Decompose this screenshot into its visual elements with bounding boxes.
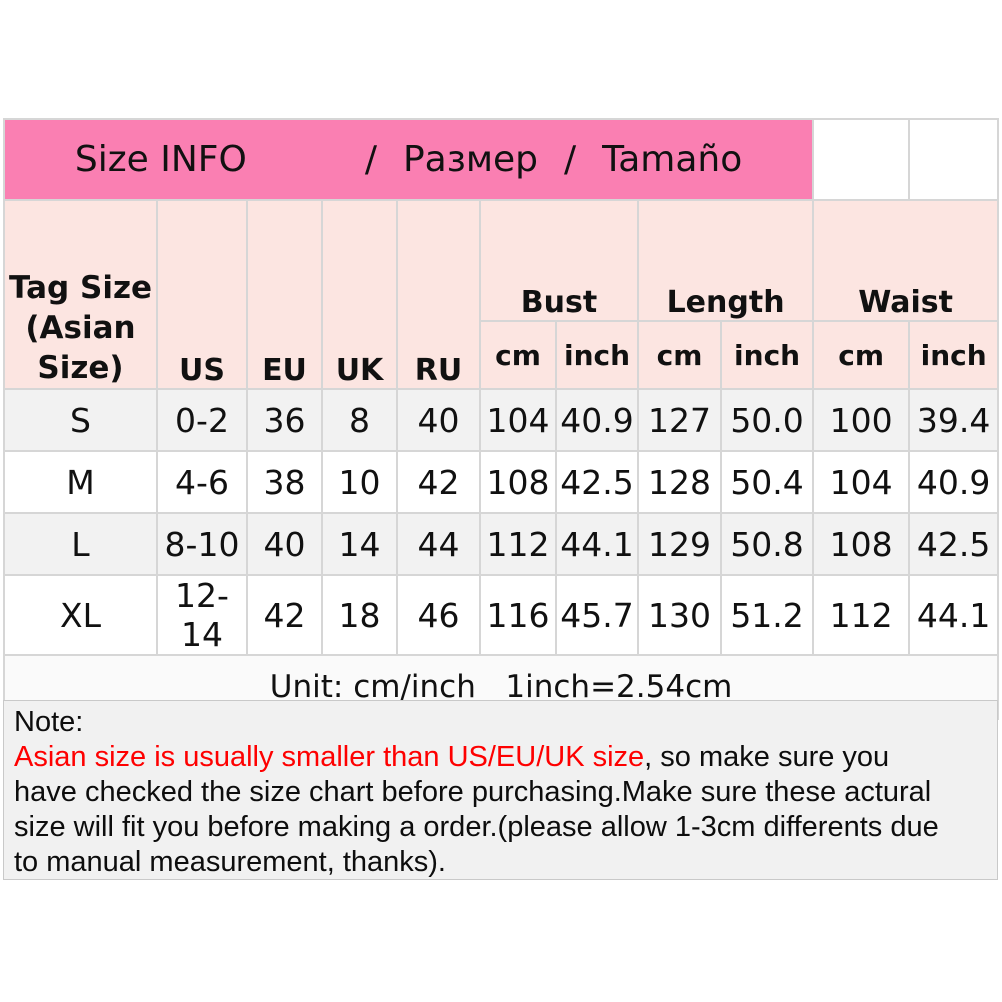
data-cell: 130	[637, 574, 722, 656]
data-cell: 50.0	[719, 388, 815, 452]
data-cell: 116	[479, 574, 557, 656]
banner-row: Size INFO / Размер / Tamaño	[2, 118, 1000, 201]
data-cell: 44.1	[908, 574, 1000, 656]
banner-title-es: Tamaño	[602, 139, 743, 180]
data-cell: 128	[637, 450, 722, 514]
row-label: M	[3, 450, 158, 514]
data-cell: 42.5	[555, 450, 639, 514]
size-table: Size INFO / Размер / Tamaño Tag Size (Asian …	[2, 118, 1000, 720]
banner-title-en: Size INFO	[74, 139, 247, 180]
data-cell: 40.9	[908, 450, 1000, 514]
header-col-eu: EU	[246, 199, 323, 390]
header-sub-waist-inch: inch	[908, 320, 1000, 390]
data-cell: 18	[321, 574, 398, 656]
data-cell: 40	[246, 512, 323, 576]
row-label: XL	[3, 574, 158, 656]
header-sub-waist-cm: cm	[812, 320, 911, 390]
size-info-banner: Size INFO / Размер / Tamaño	[2, 118, 815, 201]
data-cell: 112	[812, 574, 911, 656]
data-cell: 104	[479, 388, 557, 452]
header-sub-length-cm: cm	[637, 320, 722, 390]
data-cell: 42.5	[908, 512, 1000, 576]
data-cell: 104	[812, 450, 911, 514]
data-cell: 8	[321, 388, 398, 452]
data-cell: 40.9	[555, 388, 639, 452]
header-tag-size-line2: (Asian	[25, 310, 136, 346]
header-row-sub: cm inch cm inch cm inch	[4, 320, 1000, 390]
size-row-l: L 8-10 40 14 44 112 44.1 129 50.8 108 42…	[3, 512, 1000, 576]
header-sub-bust-cm: cm	[479, 320, 557, 390]
row-label: L	[3, 512, 158, 576]
header-group-bust: Bust	[479, 199, 639, 322]
data-cell: 127	[637, 388, 722, 452]
row-label: S	[3, 388, 158, 452]
banner-spacer-cell	[908, 118, 1000, 201]
note-warning-red: Asian size is usually smaller than US/EU…	[14, 741, 645, 773]
banner-spacer-cell	[812, 118, 911, 201]
data-cell: 39.4	[908, 388, 1000, 452]
header-sub-bust-inch: inch	[555, 320, 639, 390]
header-group-length: Length	[636, 199, 815, 322]
data-cell: 42	[396, 450, 481, 514]
header-col-uk: UK	[321, 199, 398, 390]
size-row-m: M 4-6 38 10 42 108 42.5 128 50.4 104 40.…	[3, 450, 1000, 514]
note-body: Asian size is usually smaller than US/EU…	[14, 740, 952, 880]
data-cell: 42	[246, 574, 323, 656]
banner-separator: /	[364, 139, 377, 180]
data-cell: 46	[396, 574, 481, 656]
data-cell: 50.8	[719, 512, 815, 576]
note-body-text: , so make sure you have checked the size…	[14, 741, 939, 878]
data-cell: 108	[479, 450, 557, 514]
data-cell: 10	[321, 450, 398, 514]
data-cell: 40	[396, 388, 481, 452]
banner-separator: /	[564, 139, 577, 180]
note-heading: Note:	[14, 706, 84, 738]
header-sub-length-inch: inch	[719, 320, 815, 390]
data-cell: 108	[812, 512, 911, 576]
header-tag-size: Tag Size (Asian Size)	[3, 199, 158, 390]
data-cell: 45.7	[555, 574, 639, 656]
header-tag-size-line1: Tag Size	[8, 270, 153, 306]
header-group-waist: Waist	[812, 199, 1000, 322]
data-cell: 50.4	[719, 450, 815, 514]
data-cell: 100	[812, 388, 911, 452]
size-row-s: S 0-2 36 8 40 104 40.9 127 50.0 100 39.4	[3, 388, 1000, 452]
header-row-main: Tag Size (Asian Size) US EU UK RU Bust L…	[3, 199, 1000, 390]
data-cell: 4-6	[156, 450, 248, 514]
data-cell: 8-10	[156, 512, 248, 576]
data-cell: 44	[396, 512, 481, 576]
data-cell: 14	[321, 512, 398, 576]
header-tag-size-line3: Size)	[37, 350, 124, 386]
header-col-us: US	[156, 199, 248, 390]
header-col-ru: RU	[396, 199, 481, 390]
data-cell: 38	[246, 450, 323, 514]
data-cell: 112	[479, 512, 557, 576]
data-cell: 44.1	[555, 512, 639, 576]
data-cell: 12-14	[156, 574, 248, 656]
size-row-xl: XL 12-14 42 18 46 116 45.7 130 51.2 112 …	[3, 574, 1000, 656]
data-cell: 51.2	[719, 574, 815, 656]
note-box: Note: Asian size is usually smaller than…	[3, 700, 998, 880]
banner-title-ru: Размер	[402, 139, 539, 180]
data-cell: 36	[246, 388, 323, 452]
data-cell: 0-2	[156, 388, 248, 452]
data-cell: 129	[637, 512, 722, 576]
